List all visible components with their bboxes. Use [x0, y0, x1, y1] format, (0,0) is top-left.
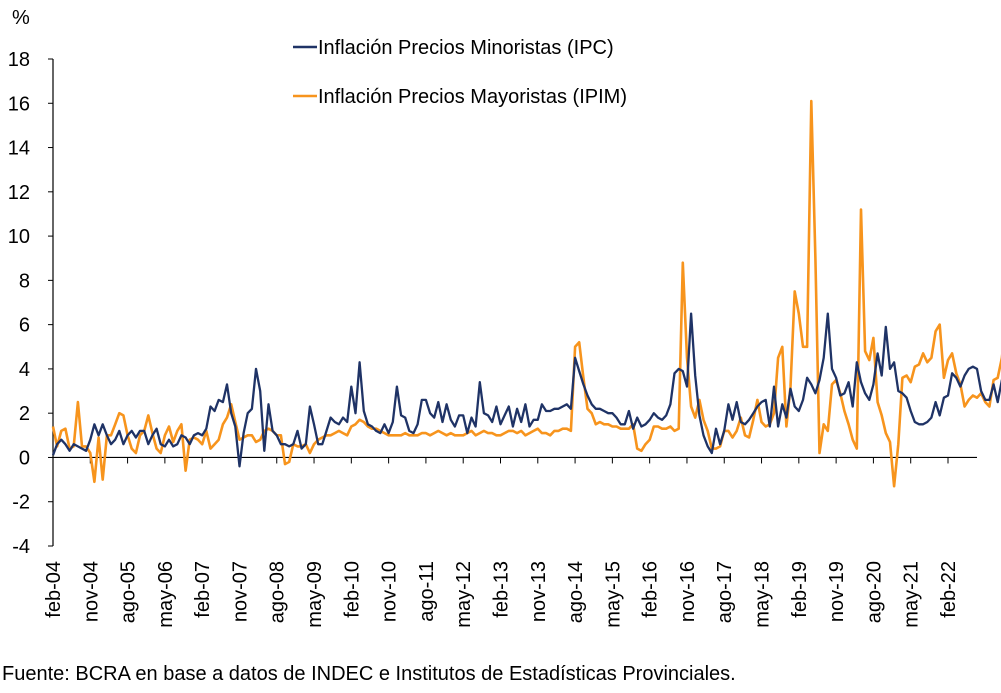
- y-tick-label: -4: [12, 536, 30, 558]
- x-tick-label: ago-20: [863, 561, 885, 623]
- y-tick-label: 0: [19, 447, 30, 469]
- x-tick-label: ago-14: [565, 561, 587, 623]
- y-tick-label: 4: [19, 359, 30, 381]
- x-tick-label: feb-13: [490, 561, 512, 618]
- series-line-ipc: [51, 312, 1001, 468]
- x-tick-label: feb-22: [938, 561, 960, 618]
- series-lines: [51, 99, 1001, 488]
- legend-label-ipim: Inflación Precios Mayoristas (IPIM): [318, 86, 627, 108]
- x-tick-label: ago-08: [267, 561, 289, 623]
- x-tick-label: nov-10: [379, 561, 401, 622]
- y-tick-label: 12: [8, 182, 30, 204]
- x-tick-label: may-21: [901, 561, 923, 628]
- y-tick-label: 16: [8, 93, 30, 115]
- y-tick-label: 6: [19, 315, 30, 337]
- x-tick-label: may-06: [155, 561, 177, 628]
- x-tick-label: nov-04: [80, 561, 102, 622]
- y-axis-ticks: 18 16 14 12 10 8 6 4 2 0 -2 -4: [8, 49, 53, 558]
- y-tick-label: 8: [19, 270, 30, 292]
- x-tick-label: feb-10: [341, 561, 363, 618]
- legend: Inflación Precios Minoristas (IPC) Infla…: [293, 37, 627, 108]
- inflation-chart: % 18 16 14 12 10 8 6 4 2 0 -2 -4 feb-04 nov-04 ago-05…: [8, 7, 1001, 628]
- x-tick-label: feb-19: [789, 561, 811, 618]
- x-tick-label: may-18: [752, 561, 774, 628]
- x-tick-label: nov-13: [528, 561, 550, 622]
- legend-label-ipc: Inflación Precios Minoristas (IPC): [318, 37, 614, 59]
- x-tick-label: may-12: [453, 561, 475, 628]
- x-axis-ticks: feb-04 nov-04 ago-05 may-06 feb-07 nov-07 ago-…: [43, 457, 960, 628]
- x-tick-label: feb-04: [43, 561, 65, 618]
- y-tick-label: 14: [8, 138, 30, 160]
- x-tick-label: nov-19: [826, 561, 848, 622]
- y-tick-label: -2: [12, 492, 30, 514]
- x-tick-label: may-09: [304, 561, 326, 628]
- x-tick-label: nov-07: [229, 561, 251, 622]
- x-tick-label: feb-07: [192, 561, 214, 618]
- series-line-ipim: [51, 99, 1001, 488]
- y-unit-label: %: [12, 7, 30, 29]
- x-tick-label: nov-16: [677, 561, 699, 622]
- y-tick-label: 2: [19, 403, 30, 425]
- source-note: Fuente: BCRA en base a datos de INDEC e …: [2, 663, 736, 685]
- x-tick-label: ago-11: [416, 561, 438, 622]
- x-tick-label: ago-05: [118, 561, 140, 623]
- x-tick-label: may-15: [602, 561, 624, 628]
- x-tick-label: ago-17: [714, 561, 736, 623]
- x-tick-label: feb-16: [640, 561, 662, 618]
- y-tick-label: 10: [8, 226, 30, 248]
- y-tick-label: 18: [8, 49, 30, 71]
